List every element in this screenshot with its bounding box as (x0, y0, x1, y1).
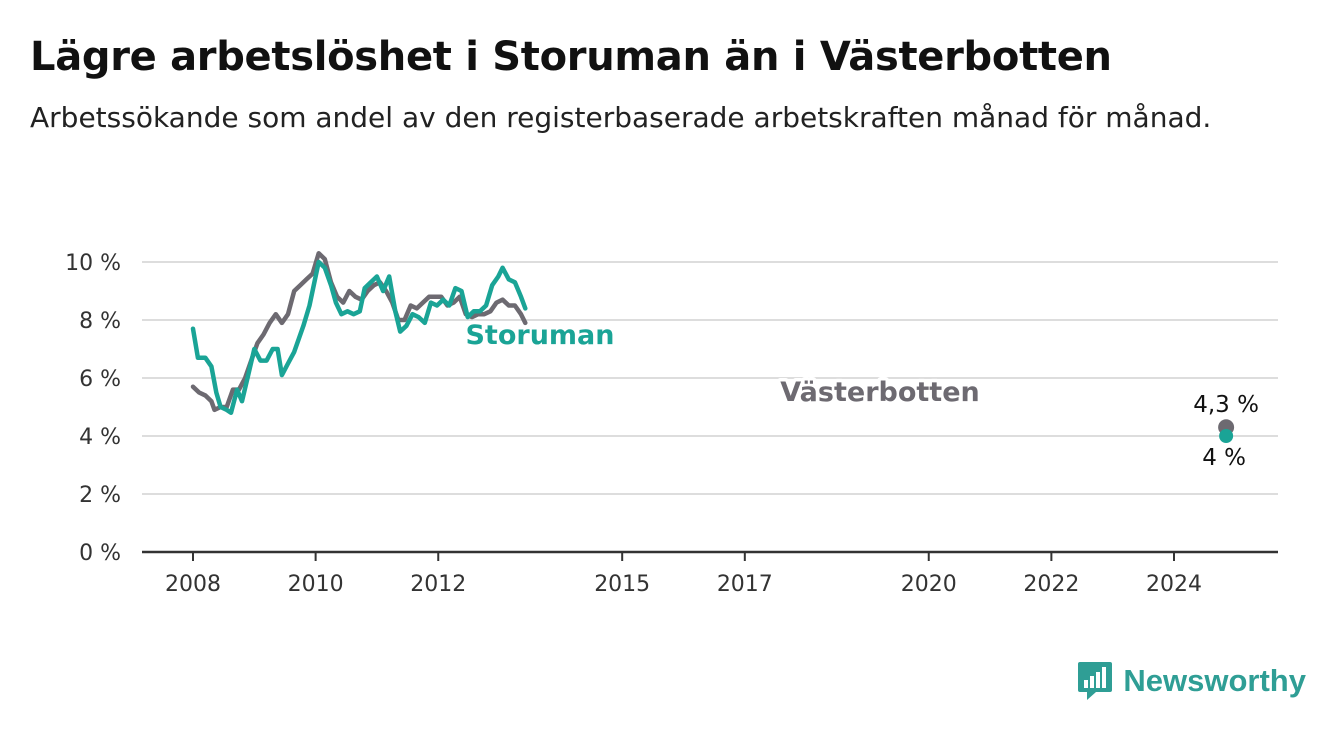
x-axis: 2008 2010 2012 2015 2017 2020 2022 2024 (142, 550, 1278, 597)
series-label-vasterbotten: Västerbotten (780, 377, 979, 408)
y-tick-label: 8 % (79, 309, 121, 334)
brand-name: Newsworthy (1123, 663, 1306, 698)
x-tick-label: 2015 (594, 572, 650, 597)
newsworthy-chart-logo-icon (1078, 662, 1113, 700)
x-tick-label: 2012 (410, 572, 466, 597)
y-tick-label: 2 % (79, 483, 121, 508)
chart-series (190, 251, 528, 416)
end-value-storuman: 4 % (1202, 445, 1246, 471)
end-point-storuman (1219, 429, 1234, 443)
y-tick-label: 10 % (65, 251, 121, 276)
x-tick-label: 2008 (165, 572, 221, 597)
x-tick-label: 2022 (1023, 572, 1079, 597)
newsworthy-brand: Newsworthy (1077, 660, 1306, 702)
y-tick-label: 6 % (79, 367, 121, 392)
y-axis: 0 % 2 % 4 % 6 % 8 % 10 % (65, 251, 121, 566)
y-tick-label: 4 % (79, 425, 121, 450)
chart-title: Lägre arbetslöshet i Storuman än i Väste… (30, 34, 1112, 80)
x-tick-label: 2017 (717, 572, 773, 597)
x-tick-label: 2010 (288, 572, 344, 597)
end-value-vasterbotten: 4,3 % (1193, 392, 1259, 418)
y-tick-label: 0 % (79, 541, 121, 566)
chart-gridlines (142, 261, 1278, 495)
line-chart: 0 % 2 % 4 % 6 % 8 % 10 % 2008 2010 2012 2015 2017… (65, 251, 1278, 597)
x-tick-label: 2024 (1146, 572, 1202, 597)
chart-labels: Storuman Västerbotten 4,3 % 4 % (462, 317, 1261, 474)
chart-subtitle: Arbetssökande som andel av den registerb… (30, 101, 1212, 134)
series-label-storuman: Storuman (465, 320, 614, 351)
series-line-storuman (190, 259, 528, 416)
x-tick-label: 2020 (901, 572, 957, 597)
